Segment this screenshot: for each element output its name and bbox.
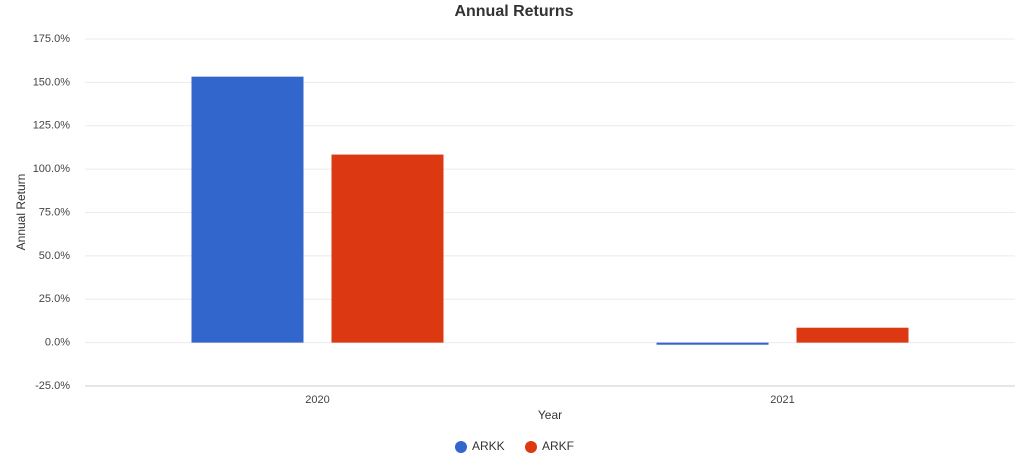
chart-title: Annual Returns xyxy=(454,3,573,20)
bar xyxy=(331,154,444,343)
y-axis-title: Annual Return xyxy=(14,174,28,251)
x-tick-label: 2021 xyxy=(770,394,794,406)
y-tick-label: -25.0% xyxy=(35,380,70,392)
x-axis-title: Year xyxy=(538,408,562,422)
bar xyxy=(656,342,769,345)
y-tick-label: 75.0% xyxy=(39,206,70,218)
legend-label: ARKF xyxy=(542,439,574,453)
bar xyxy=(796,327,909,343)
y-tick-label: 50.0% xyxy=(39,250,70,262)
y-tick-label: 150.0% xyxy=(33,76,71,88)
legend-marker xyxy=(455,441,467,453)
x-tick-label: 2020 xyxy=(305,394,329,406)
legend-label: ARKK xyxy=(472,439,505,453)
legend-marker xyxy=(525,441,537,453)
y-tick-label: 175.0% xyxy=(33,33,71,45)
y-tick-label: 125.0% xyxy=(33,120,71,132)
y-tick-label: 100.0% xyxy=(33,163,71,175)
bar xyxy=(191,76,304,343)
y-tick-label: 0.0% xyxy=(45,337,70,349)
y-tick-label: 25.0% xyxy=(39,293,70,305)
